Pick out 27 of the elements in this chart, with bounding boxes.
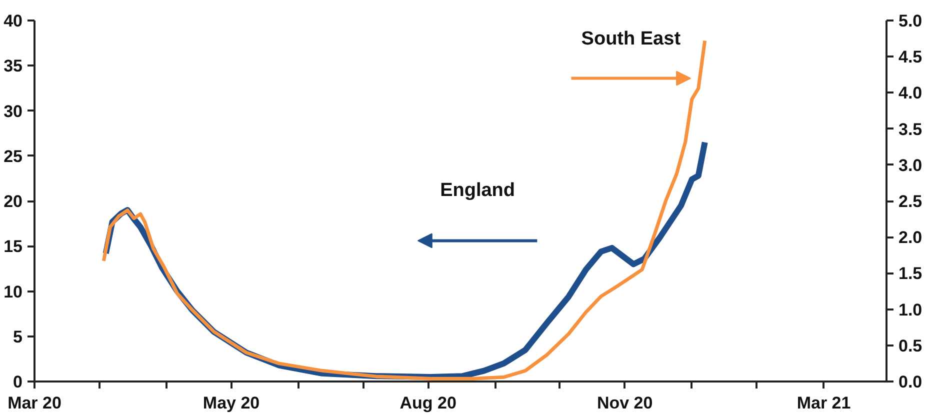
y2-tick-label: 1.0 <box>898 300 922 320</box>
y-tick-label: 25 <box>4 146 23 166</box>
x-tick-label: Aug 20 <box>400 394 456 412</box>
y2-tick-label: 3.0 <box>898 156 922 175</box>
y-tick-label: 30 <box>4 102 23 121</box>
x-tick-label: Mar 20 <box>8 394 62 412</box>
y2-tick-label: 0.0 <box>898 372 922 392</box>
y2-tick-label: 5.0 <box>898 12 922 30</box>
y-tick-label: 20 <box>4 192 23 211</box>
y2-tick-label: 2.5 <box>898 192 922 211</box>
y2-tick-label: 3.5 <box>898 120 922 139</box>
y-tick-label: 35 <box>4 56 23 76</box>
y-tick-label: 15 <box>4 237 23 256</box>
y-tick-label: 0 <box>13 372 23 392</box>
annotation: South East <box>581 28 682 50</box>
x-tick-label: May 20 <box>202 394 260 412</box>
y2-tick-label: 0.5 <box>898 336 922 356</box>
x-tick-label: Nov 20 <box>596 394 653 412</box>
y-tick-label: 40 <box>4 12 23 30</box>
annotation: England <box>440 180 516 201</box>
y-tick-label: 5 <box>13 327 23 346</box>
y2-tick-label: 4.0 <box>898 84 922 103</box>
y2-tick-label: 4.5 <box>898 48 922 67</box>
y-tick-label: 10 <box>4 282 23 302</box>
y2-tick-label: 2.0 <box>898 228 922 248</box>
x-tick-label: Mar 21 <box>796 394 851 412</box>
y2-tick-label: 1.5 <box>898 264 922 284</box>
